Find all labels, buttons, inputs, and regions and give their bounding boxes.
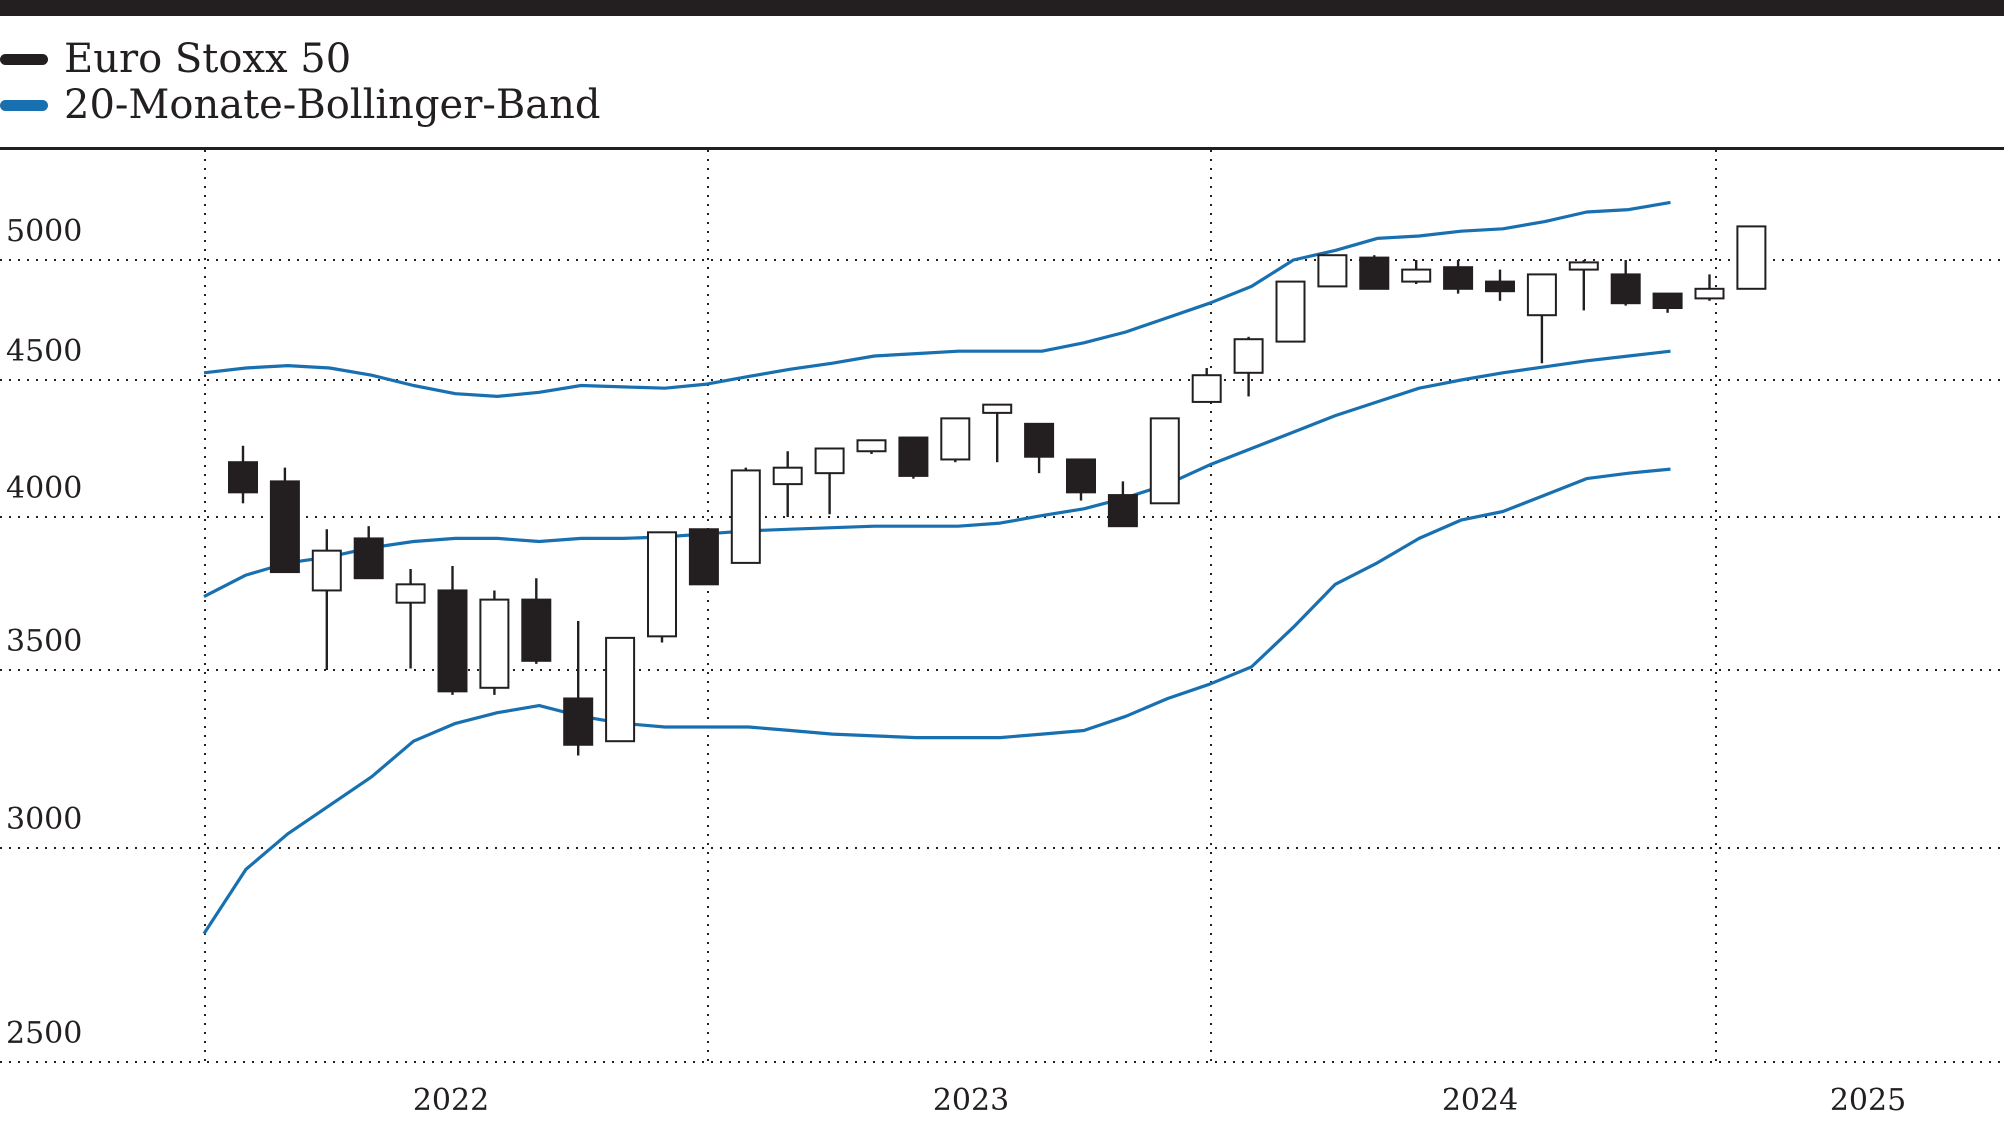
candle-2024-03 <box>1570 260 1598 310</box>
candle-2022-04 <box>606 638 634 741</box>
candle-2022-02 <box>522 578 550 664</box>
candle-2021-12 <box>439 566 467 695</box>
candle-2021-07 <box>229 446 257 504</box>
candle-body <box>1402 270 1430 282</box>
lower-band-line <box>204 469 1671 933</box>
candle-body <box>355 538 383 578</box>
candle-2023-03 <box>1067 459 1095 500</box>
candle-2024-02 <box>1528 274 1556 363</box>
candle-2021-09 <box>313 529 341 670</box>
candle-2022-09 <box>816 449 844 515</box>
candle-2022-12 <box>941 418 969 462</box>
candle-2022-05 <box>648 532 676 642</box>
candle-2024-04 <box>1612 260 1640 306</box>
y-tick-label-3500: 3500 <box>6 624 82 659</box>
candle-2023-07 <box>1235 337 1263 397</box>
candle-body <box>1444 267 1472 289</box>
candle-body <box>1193 375 1221 402</box>
candle-body <box>1528 274 1556 315</box>
candle-body <box>648 532 676 636</box>
candle-2022-06 <box>690 529 718 584</box>
y-tick-label-2500: 2500 <box>6 1016 82 1051</box>
candle-body <box>522 600 550 661</box>
candle-body <box>1612 274 1640 303</box>
candle-2023-12 <box>1444 260 1472 294</box>
candle-body <box>271 481 299 572</box>
candle-body <box>313 551 341 591</box>
candle-body <box>732 470 760 562</box>
candle-2023-11 <box>1402 260 1430 284</box>
candle-2023-01 <box>983 405 1011 463</box>
y-tick-label-3000: 3000 <box>6 802 82 837</box>
x-tick-label-2023: 2023 <box>933 1083 1009 1118</box>
candle-body <box>1654 294 1682 308</box>
candle-body <box>858 440 886 451</box>
candle-2024-01 <box>1486 270 1514 301</box>
candle-body <box>690 529 718 584</box>
candle-body <box>1737 226 1765 288</box>
candle-body <box>439 590 467 691</box>
chart-plot: 2500 3000 3500 4000 4500 5000 2022 2023 2024 2025 <box>0 0 2004 1131</box>
candle-body <box>606 638 634 741</box>
candle-body <box>941 418 969 459</box>
candle-body <box>229 462 257 492</box>
candle-2023-06 <box>1193 368 1221 402</box>
label-layer: 2500 3000 3500 4000 4500 5000 2022 2023 2024 2025 <box>6 214 1906 1118</box>
candle-body <box>774 468 802 484</box>
candle-2021-11 <box>397 569 425 668</box>
candle-layer <box>229 226 1765 755</box>
candle-2022-03 <box>564 621 592 755</box>
candle-body <box>1318 255 1346 286</box>
candle-body <box>397 584 425 602</box>
candle-2023-04 <box>1109 481 1137 526</box>
candle-2021-10 <box>355 526 383 578</box>
candle-body <box>816 449 844 474</box>
candle-2024-06 <box>1696 274 1724 300</box>
candle-body <box>1486 282 1514 292</box>
candle-body <box>983 405 1011 413</box>
candle-body <box>1696 289 1724 299</box>
y-tick-label-4000: 4000 <box>6 471 82 506</box>
candle-body <box>1277 282 1305 342</box>
upper-band-line <box>204 202 1671 396</box>
x-tick-label-2024: 2024 <box>1442 1083 1518 1118</box>
grid-layer <box>0 150 2004 1062</box>
x-tick-label-2025: 2025 <box>1830 1083 1906 1118</box>
candle-body <box>1235 339 1263 373</box>
candle-body <box>1025 424 1053 457</box>
candle-body <box>1151 418 1179 503</box>
candle-2023-10 <box>1360 255 1388 289</box>
candle-body <box>1109 495 1137 526</box>
candle-2022-08 <box>774 451 802 517</box>
x-tick-label-2022: 2022 <box>413 1083 489 1118</box>
chart-root: Euro Stoxx 50 20-Monate-Bollinger-Band 2… <box>0 0 2004 1131</box>
candle-2023-05 <box>1151 418 1179 503</box>
candle-2022-11 <box>899 438 927 479</box>
candle-2022-01 <box>480 590 508 694</box>
candle-body <box>564 698 592 744</box>
candle-2023-08 <box>1277 282 1305 342</box>
candle-2021-08 <box>271 468 299 572</box>
candle-body <box>899 438 927 476</box>
candle-2024-07 <box>1737 226 1765 288</box>
candle-body <box>1360 258 1388 289</box>
candle-2022-07 <box>732 468 760 563</box>
y-tick-label-5000: 5000 <box>6 214 82 249</box>
y-tick-label-4500: 4500 <box>6 334 82 369</box>
candle-body <box>1570 262 1598 269</box>
candle-2022-10 <box>858 440 886 454</box>
candle-2023-09 <box>1318 255 1346 286</box>
candle-body <box>480 600 508 688</box>
candle-2023-02 <box>1025 424 1053 473</box>
band-layer <box>204 202 1671 933</box>
candle-body <box>1067 459 1095 492</box>
candle-2024-05 <box>1654 294 1682 313</box>
